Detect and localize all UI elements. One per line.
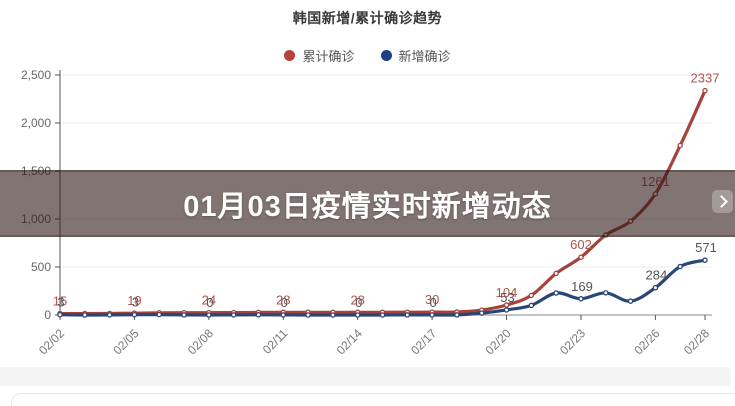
page-title: 韩国新增/累计确诊趋势 — [292, 10, 443, 26]
y-tick-label: 2,000 — [21, 116, 51, 130]
legend-item-cumulative[interactable]: 累计确诊 — [284, 46, 355, 65]
x-tick-label: 02/20 — [483, 326, 514, 357]
point-value-label: 0 — [281, 295, 288, 310]
x-tick-label: 02/23 — [557, 326, 588, 357]
news-banner-overlay[interactable]: 01月03日疫情实时新增动态 — [0, 170, 735, 237]
point-value-label: 28 — [350, 292, 364, 307]
x-axis-labels: 02/02 02/05 02/08 02/11 02/14 02/17 02/20 02/23… — [36, 315, 712, 357]
series-line-1 — [58, 258, 707, 317]
cumulative-series-dot-icon — [284, 50, 296, 61]
point-value-label: 24 — [202, 293, 216, 308]
x-tick-label: 02/11 — [260, 326, 291, 357]
x-tick-label: 02/05 — [110, 326, 141, 357]
x-tick-label: 02/08 — [185, 326, 216, 357]
legend-label-new: 新增确诊 — [398, 49, 451, 64]
legend-label-cumulative: 累计确诊 — [302, 49, 355, 64]
legend-item-new[interactable]: 新增确诊 — [380, 46, 451, 65]
x-tick-label: 02/17 — [408, 326, 439, 357]
new-series-dot-icon — [380, 50, 392, 61]
x-tick-label: 02/14 — [334, 326, 365, 357]
point-value-label: 15 — [53, 294, 67, 309]
point-value-label: 0 — [355, 295, 362, 310]
next-slide-button[interactable] — [712, 190, 733, 213]
point-value-label: 169 — [571, 279, 593, 294]
point-value-label: 30 — [425, 292, 439, 307]
section-divider-bar — [0, 367, 731, 386]
point-value-label: 28 — [276, 292, 290, 307]
chevron-right-icon — [715, 195, 728, 208]
y-tick-label: 2,500 — [21, 68, 51, 82]
point-value-label: 104 — [496, 285, 518, 300]
y-tick-label: 500 — [31, 260, 51, 274]
point-value-label: 19 — [127, 293, 141, 308]
x-tick-label: 02/02 — [36, 326, 67, 357]
point-value-label: 53 — [500, 290, 514, 305]
x-tick-label: 02/26 — [631, 326, 662, 357]
point-value-label: 602 — [570, 237, 592, 252]
y-tick-label: 0 — [44, 308, 51, 322]
point-value-label: 0 — [206, 295, 213, 310]
point-value-label: 3 — [57, 295, 64, 310]
point-value-label: 284 — [646, 268, 668, 283]
series-points-1 — [57, 257, 708, 318]
point-value-label: 0 — [429, 295, 436, 310]
banner-title: 01月03日疫情实时新增动态 — [183, 190, 552, 223]
point-value-label: 571 — [695, 240, 717, 255]
x-tick-label: 02/28 — [681, 326, 712, 357]
legend: 累计确诊 新增确诊 — [0, 46, 735, 65]
point-value-label: 3 — [132, 295, 139, 310]
point-value-label: 2337 — [691, 71, 720, 86]
